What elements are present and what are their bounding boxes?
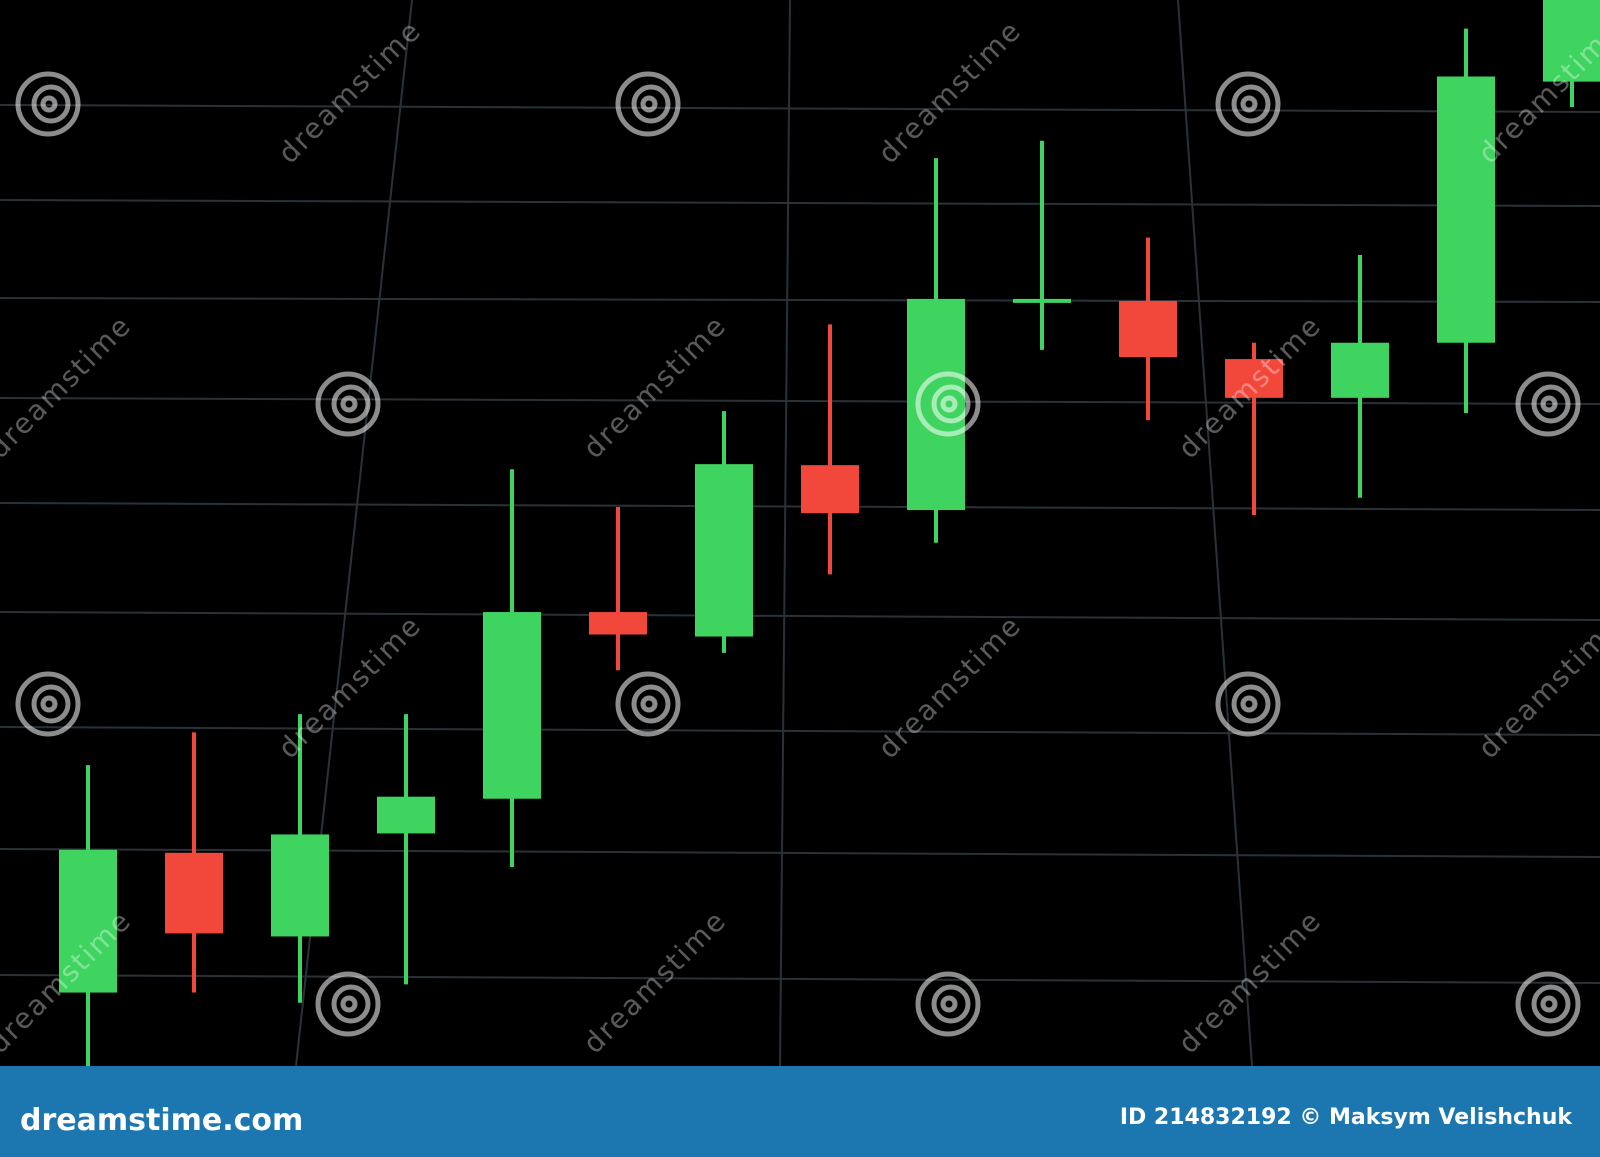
- watermark-icon: [940, 995, 958, 1013]
- watermark-icon: [631, 84, 671, 124]
- body: [1437, 76, 1495, 343]
- watermark-icon: [40, 695, 58, 713]
- body: [377, 796, 435, 834]
- grid-line: [0, 297, 1600, 303]
- grid-line: [0, 848, 1600, 858]
- grid-line: [0, 104, 1600, 113]
- watermark-icon: [1231, 684, 1271, 724]
- body: [801, 465, 859, 514]
- watermark-icon: [1515, 971, 1581, 1037]
- watermark-icon: [1215, 71, 1281, 137]
- watermark-icon: [615, 71, 681, 137]
- watermark-icon: [1240, 695, 1258, 713]
- watermark-icon: [15, 71, 81, 137]
- watermark-icon: [1540, 995, 1558, 1013]
- grid: [0, 0, 1600, 1067]
- body: [165, 852, 223, 934]
- watermark-icon: [640, 95, 658, 113]
- body: [59, 849, 117, 993]
- watermark-icon: [915, 371, 981, 437]
- body: [1013, 298, 1071, 303]
- footer-site: dreamstime.com: [20, 1103, 303, 1138]
- grid-line: [0, 611, 1600, 621]
- watermark-icon: [1531, 384, 1571, 424]
- body: [1331, 342, 1389, 398]
- watermark-icon: [940, 395, 958, 413]
- watermark-icon: [1531, 984, 1571, 1024]
- watermark-icon: [315, 371, 381, 437]
- watermark-icon: [331, 984, 371, 1024]
- grid-line: [0, 397, 1600, 405]
- body: [695, 464, 753, 637]
- watermark-icon: [1215, 671, 1281, 737]
- watermark-icon: [640, 695, 658, 713]
- watermark-icon: [1515, 371, 1581, 437]
- watermark-icon: [915, 971, 981, 1037]
- watermark-icon: [40, 95, 58, 113]
- watermark-icon: [31, 84, 71, 124]
- body: [483, 612, 541, 799]
- watermark-icon: [931, 384, 971, 424]
- candles: [59, 0, 1600, 1066]
- grid-line: [0, 199, 1600, 207]
- watermark-icon: [340, 995, 358, 1013]
- footer-bar: [0, 1066, 1600, 1157]
- watermark-icon: [315, 971, 381, 1037]
- background: [0, 0, 1600, 1066]
- watermark-icon: [1231, 84, 1271, 124]
- body: [1119, 300, 1177, 358]
- watermark-icon: [340, 395, 358, 413]
- watermark-icon: [615, 671, 681, 737]
- watermark-icon: [631, 684, 671, 724]
- watermark-icon: [15, 671, 81, 737]
- watermark-icon: [331, 384, 371, 424]
- grid-line: [0, 726, 1600, 736]
- grid-line: [0, 502, 1600, 511]
- watermark-icon: [31, 684, 71, 724]
- watermark-icon: [1540, 395, 1558, 413]
- body: [1543, 0, 1600, 82]
- body: [1225, 359, 1283, 398]
- grid-line: [1177, 0, 1253, 1067]
- footer-credit: ID 214832192 © Maksym Velishchuk: [1120, 1105, 1574, 1130]
- body: [589, 612, 647, 635]
- watermark-icon: [931, 984, 971, 1024]
- grid-line: [779, 0, 791, 1067]
- watermark-icon: [1240, 95, 1258, 113]
- grid-line: [0, 974, 1600, 984]
- body: [271, 834, 329, 937]
